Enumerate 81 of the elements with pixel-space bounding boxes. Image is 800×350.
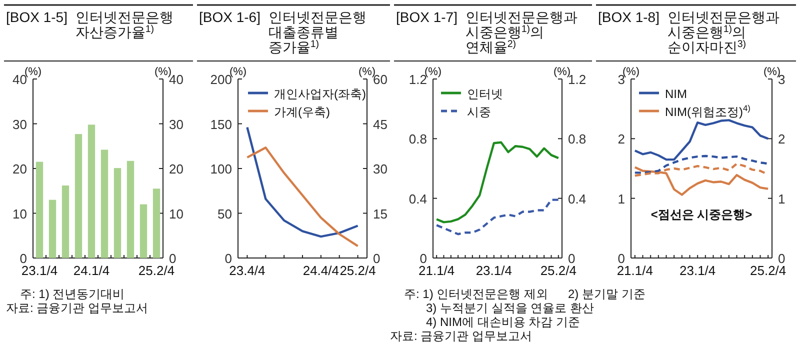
x-tick-label: 25.2/4: [540, 263, 576, 278]
line-series: [246, 126, 359, 238]
y-tick-label: 100: [210, 162, 232, 176]
line-series: [435, 198, 560, 236]
y2-tick-label: 0: [778, 251, 786, 266]
x-tick-label: 23.4/4: [229, 263, 266, 278]
bar: [140, 204, 148, 258]
legend-label: NIM(위험조정)$^{4)}$: [665, 103, 751, 119]
text: 주: 1) 인터넷전문은행 제외 2) 분기말 기준: [404, 287, 646, 301]
text: 주: 1) 전년동기대비: [20, 287, 125, 301]
y-tick-label: 50: [218, 206, 232, 222]
y-tick-label: 0: [20, 251, 27, 266]
y2-axis-title: (%): [154, 66, 172, 78]
y-tick-label: 10: [12, 206, 27, 222]
x-tick-label: 24.1/4: [73, 263, 110, 278]
y2-axis-title: (%): [763, 66, 781, 78]
text: 자료: 금융기관 업무보고서: [6, 301, 148, 315]
y2-tick-label: 0: [169, 251, 176, 266]
y2-tick-label: 20: [169, 162, 184, 176]
y-tick-label: 0.8: [408, 132, 427, 147]
y-axis-title: (%): [24, 66, 42, 78]
x-tick-label: 23.1/4: [680, 263, 716, 278]
x-tick-label: 25.2/4: [138, 263, 175, 278]
chart-title: [BOX 1-6] 인터넷전문은행 대출종류별 증가율$^{1)}$: [199, 9, 366, 55]
chart-title: [BOX 1-5] 인터넷전문은행 자산증가율$^{1)}$: [6, 9, 174, 40]
y2-tick-label: 0: [373, 251, 380, 266]
y2-tick-label: 30: [169, 116, 184, 132]
bar: [74, 134, 82, 258]
bar: [114, 168, 122, 258]
y-tick-label: 150: [210, 116, 232, 132]
y-axis-title: (%): [229, 66, 247, 78]
x-tick-label: 23.1/4: [476, 263, 512, 278]
x-tick-label: 24.4/4: [302, 263, 340, 278]
y2-tick-label: 0.8: [568, 132, 586, 147]
y-tick-label: 0.4: [408, 191, 427, 206]
y2-tick-label: 45: [373, 116, 388, 132]
y2-axis-title: (%): [553, 66, 571, 78]
y2-axis-title: (%): [358, 66, 376, 78]
y-tick-label: 20: [12, 162, 27, 176]
bar: [152, 188, 160, 258]
y2-tick-label: 10: [169, 206, 184, 222]
y2-tick-label: 2: [778, 132, 786, 147]
y2-tick-label: 30: [373, 162, 388, 176]
y-tick-label: 2: [618, 132, 625, 147]
bar: [36, 162, 44, 258]
text: 3) 누적분기 실적을 연율로 환산: [426, 301, 594, 315]
y2-tick-label: 0.4: [568, 191, 586, 206]
bar: [48, 200, 56, 258]
y-tick-label: 0: [420, 251, 427, 266]
y-axis-title: (%): [424, 66, 442, 78]
chart-title: [BOX 1-7] 인터넷전문은행과 시중은행$^{1)}$의 연체율$^{2)}$: [396, 9, 578, 55]
line-series: [435, 141, 560, 224]
legend-label: 시중: [467, 105, 491, 119]
legend-label: 인터넷: [467, 87, 503, 101]
y-tick-label: 0: [618, 251, 625, 266]
y2-tick-label: 40: [169, 72, 184, 87]
bar: [88, 124, 96, 258]
x-tick-label: 23.1/4: [21, 263, 58, 278]
legend-label: 개인사업자(좌축): [274, 87, 366, 101]
bar: [100, 150, 108, 258]
text: 4) NIM에 대손비용 차감 기준: [426, 315, 580, 329]
y2-tick-label: 0: [568, 251, 576, 266]
y2-tick-label: 15: [373, 206, 388, 222]
x-tick-label: 25.2/4: [750, 263, 786, 278]
y-tick-label: 0: [224, 251, 232, 266]
line-series: [246, 146, 359, 248]
bar: [62, 186, 70, 258]
legend-label: NIM: [665, 87, 687, 101]
annotation: <점선은 시중은행>: [650, 208, 752, 222]
y-axis-title: (%): [622, 66, 640, 78]
text: 자료: 금융기관 업무보고서: [390, 329, 532, 343]
x-tick-label: 21.1/4: [418, 263, 455, 278]
y2-tick-label: 1: [778, 191, 786, 206]
chart-title: [BOX 1-8] 인터넷전문은행과 시중은행$^{1)}$의 순이자마진$^{3)}$: [598, 9, 780, 55]
bar: [126, 160, 134, 258]
x-tick-label: 25.2/4: [340, 263, 376, 278]
y-tick-label: 1: [618, 191, 625, 206]
x-tick-label: 21.1/4: [616, 263, 653, 278]
line-series: [634, 166, 770, 196]
legend-label: 가계(우축): [274, 105, 330, 119]
y-tick-label: 30: [12, 116, 27, 132]
